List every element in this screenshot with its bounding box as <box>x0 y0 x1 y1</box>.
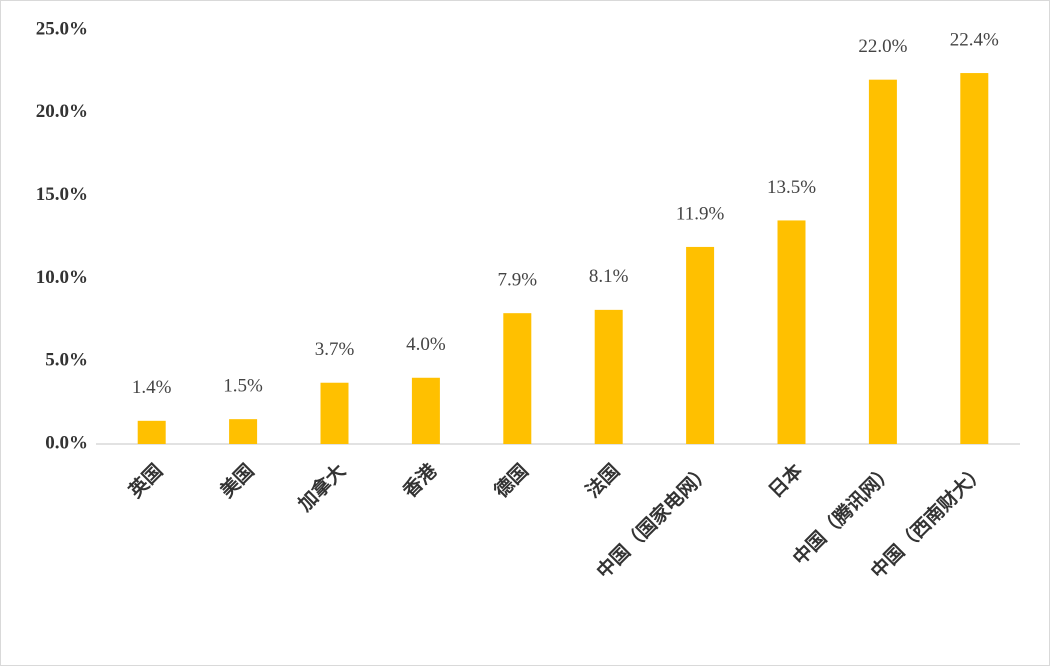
value-label: 7.9% <box>498 270 538 291</box>
bar <box>320 382 349 444</box>
bar <box>777 220 806 444</box>
bar <box>686 246 715 444</box>
value-label: 11.9% <box>676 203 725 224</box>
bar <box>503 313 532 444</box>
value-label: 22.0% <box>858 36 907 57</box>
value-label: 1.4% <box>132 377 172 398</box>
value-label: 13.5% <box>767 177 816 198</box>
value-label: 1.5% <box>223 376 263 397</box>
bar <box>960 73 989 444</box>
bar <box>594 309 623 444</box>
bar <box>868 79 897 445</box>
value-label: 8.1% <box>589 266 629 287</box>
value-label: 4.0% <box>406 334 446 355</box>
bar <box>229 419 258 444</box>
y-tick-label: 10.0% <box>36 267 88 288</box>
value-label: 22.4% <box>950 29 999 50</box>
bar <box>137 420 166 444</box>
y-tick-label: 5.0% <box>45 350 88 371</box>
y-tick-label: 15.0% <box>36 184 88 205</box>
y-tick-label: 0.0% <box>45 432 88 453</box>
bar <box>411 377 440 444</box>
y-tick-label: 20.0% <box>36 101 88 122</box>
value-label: 3.7% <box>315 339 355 360</box>
y-tick-label: 25.0% <box>36 18 88 39</box>
